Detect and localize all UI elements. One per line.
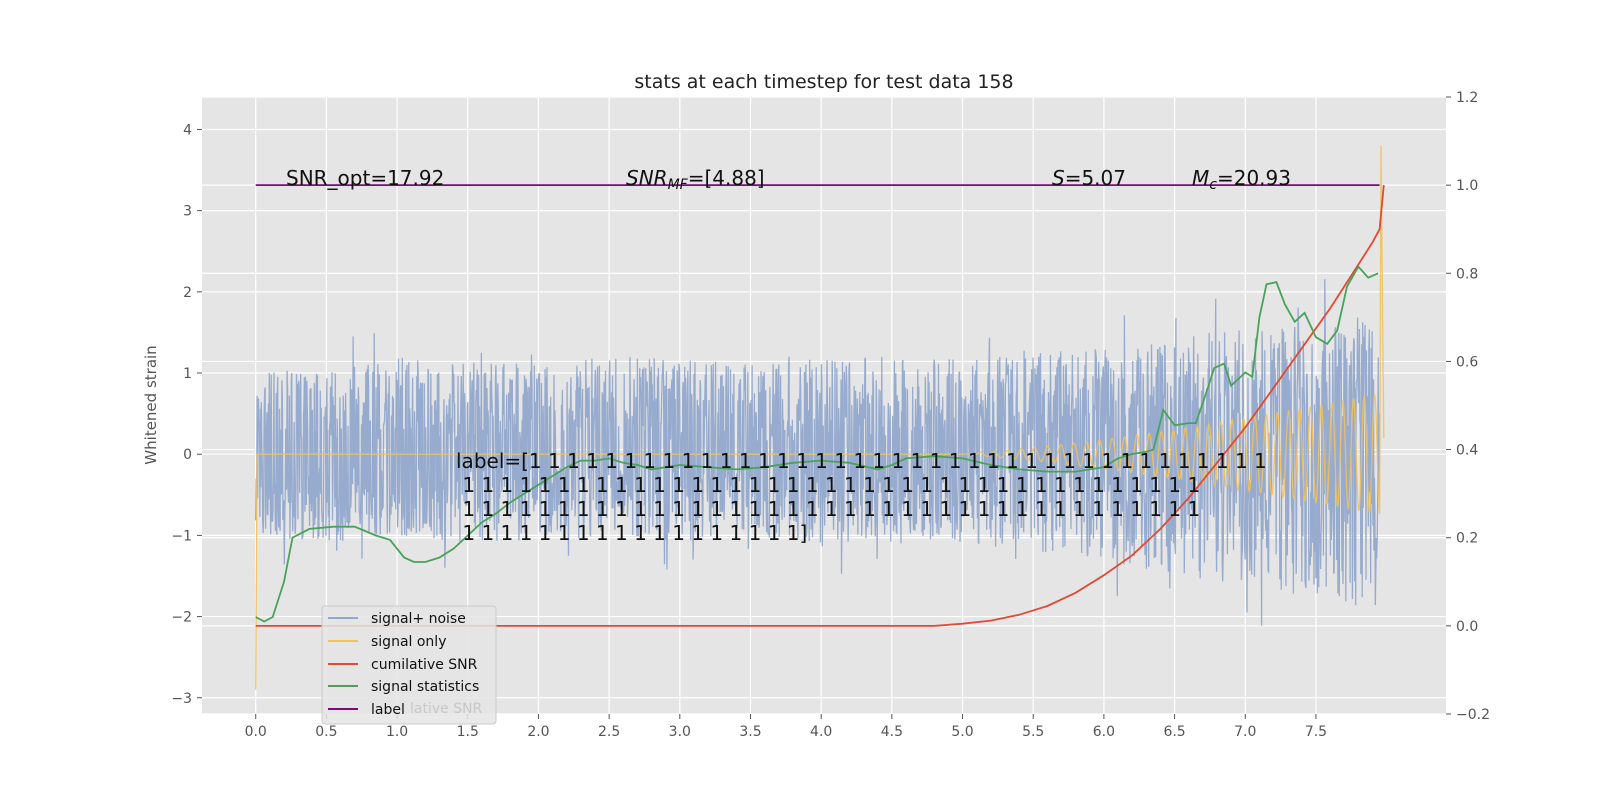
x-tick-label: 0.0 bbox=[245, 724, 267, 740]
y2-tick-label: 0.0 bbox=[1456, 619, 1478, 635]
series-signal-noise bbox=[255, 279, 1381, 626]
x-tick-label: 2.5 bbox=[598, 724, 620, 740]
y-tick-label: 0 bbox=[183, 447, 192, 463]
y2-tick-label: 0.8 bbox=[1456, 266, 1478, 282]
y-tick-label: 1 bbox=[183, 366, 192, 382]
label-line-4: 1 1 1 1 1 1 1 1 1 1 1 1 1 1 1 1 1 1] bbox=[456, 521, 807, 545]
annotation-snr-mf-value: =[4.88] bbox=[688, 166, 765, 190]
legend-label-signal-only: signal only bbox=[371, 634, 446, 650]
y2-tick-label: 1.0 bbox=[1456, 178, 1478, 194]
legend: lative SNR signal+ noise signal only cum… bbox=[321, 605, 497, 725]
x-tick-label: 7.0 bbox=[1234, 724, 1256, 740]
x-tick-label: 4.5 bbox=[881, 724, 903, 740]
y-axis-label: Whitened strain bbox=[142, 345, 160, 464]
label-line-2: 1 1 1 1 1 1 1 1 1 1 1 1 1 1 1 1 1 1 1 1 … bbox=[456, 473, 1200, 497]
line-signal-statistics bbox=[255, 265, 1379, 623]
y-tick-label: 4 bbox=[183, 122, 192, 138]
annotation-snr-mf-sub: MF bbox=[668, 177, 689, 193]
label-line-3: 1 1 1 1 1 1 1 1 1 1 1 1 1 1 1 1 1 1 1 1 … bbox=[456, 497, 1200, 521]
x-tick-label: 0.5 bbox=[315, 724, 337, 740]
series-signal-only bbox=[255, 145, 1385, 690]
x-tick-label: 2.0 bbox=[527, 724, 549, 740]
legend-box bbox=[321, 605, 497, 725]
legend-label-cumilative-snr: cumilative SNR bbox=[371, 657, 478, 673]
line-cumilative-snr bbox=[255, 185, 1385, 627]
chart-title: stats at each timestep for test data 158 bbox=[634, 71, 1013, 93]
axes: 0.0 0.5 1.0 1.5 2.0 2.5 3.0 3.5 4.0 4.5 5.0 5.5 6.0 6… bbox=[171, 90, 1490, 740]
x-tick-label: 3.0 bbox=[669, 724, 691, 740]
legend-label-label: label bbox=[371, 702, 405, 718]
plot-area bbox=[255, 145, 1385, 690]
x-tick-label: 3.5 bbox=[739, 724, 761, 740]
y-tick-label: −2 bbox=[171, 610, 192, 626]
x-tick-label: 1.0 bbox=[386, 724, 408, 740]
annotation-label-block: label=[1 1 1 1 1 1 1 1 1 1 1 1 1 1 1 1 1… bbox=[456, 449, 1267, 545]
annotation-snr-mf-name: SNR bbox=[626, 166, 668, 190]
line-signal-only bbox=[255, 145, 1385, 690]
legend-label-signal-noise: signal+ noise bbox=[371, 611, 466, 627]
annotation-snr-mf: SNRMF=[4.88] bbox=[626, 166, 765, 193]
x-tick-label: 4.0 bbox=[810, 724, 832, 740]
annotation-s-value: =5.07 bbox=[1065, 166, 1126, 190]
y2-tick-label: −0.2 bbox=[1456, 707, 1490, 723]
y-tick-label: 3 bbox=[183, 204, 192, 220]
legend-label-signal-statistics: signal statistics bbox=[371, 679, 479, 695]
annotation-mc-value: =20.93 bbox=[1217, 166, 1291, 190]
legend-overlap-text: lative SNR bbox=[410, 701, 483, 717]
y-tick-label: −1 bbox=[171, 528, 192, 544]
annotation-s-name: S bbox=[1052, 166, 1065, 190]
label-line-1: label=[1 1 1 1 1 1 1 1 1 1 1 1 1 1 1 1 1… bbox=[456, 449, 1267, 473]
annotation-mc-sub: c bbox=[1209, 177, 1217, 193]
x-tick-label: 5.5 bbox=[1022, 724, 1044, 740]
y-tick-label: 2 bbox=[183, 285, 192, 301]
annotation-mc: Mc=20.93 bbox=[1192, 166, 1291, 193]
y2-tick-label: 0.4 bbox=[1456, 443, 1478, 459]
x-tick-label: 6.0 bbox=[1093, 724, 1115, 740]
x-tick-label: 7.5 bbox=[1305, 724, 1327, 740]
annotation-snr-opt: SNR_opt=17.92 bbox=[286, 166, 444, 190]
y-tick-label: −3 bbox=[171, 691, 192, 707]
x-tick-label: 6.5 bbox=[1163, 724, 1185, 740]
x-tick-label: 1.5 bbox=[457, 724, 479, 740]
series-lines bbox=[255, 184, 1385, 627]
y2-tick-label: 1.2 bbox=[1456, 90, 1478, 106]
annotation-s: S=5.07 bbox=[1052, 166, 1126, 190]
annotation-mc-name: M bbox=[1192, 166, 1209, 190]
y2-tick-label: 0.6 bbox=[1456, 354, 1478, 370]
line-signal-noise bbox=[255, 279, 1381, 626]
y2-tick-label: 0.2 bbox=[1456, 531, 1478, 547]
x-tick-label: 5.0 bbox=[951, 724, 973, 740]
